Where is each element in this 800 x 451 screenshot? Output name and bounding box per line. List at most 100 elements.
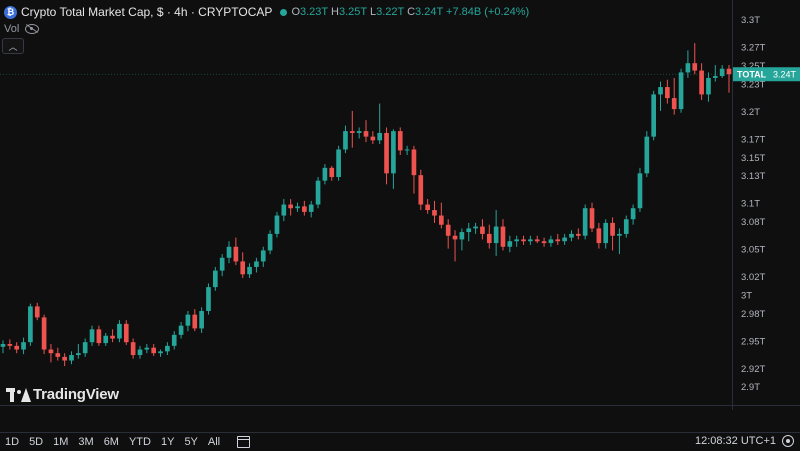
candle-body (240, 261, 246, 275)
price-tick-label: 3.27T (741, 43, 765, 54)
price-tick-label: 3.23T (741, 79, 765, 90)
candle-body (712, 76, 718, 78)
chart-area[interactable]: 3.3T 3.27T 3.25T 3.23T 3.2T 3.17T 3.15T 3.13T 3.… (0, 0, 800, 432)
range-button-6m[interactable]: 6M (103, 436, 119, 448)
range-button-5y[interactable]: 5Y (184, 436, 198, 448)
candle-body (466, 228, 472, 233)
candle-body (14, 345, 20, 350)
candle-body (439, 215, 444, 225)
candle-body (500, 226, 506, 247)
candle-body (514, 239, 520, 242)
candle-body (651, 94, 656, 137)
candle-body (363, 131, 369, 137)
candle-body (315, 180, 321, 205)
candle-body (199, 310, 204, 329)
candle-body (69, 355, 74, 361)
candle-body (699, 70, 704, 95)
open-value: 3.23T (300, 6, 328, 18)
candle-body (110, 335, 115, 339)
candle-body (534, 239, 540, 242)
candle-body (212, 270, 218, 288)
range-button-1d[interactable]: 1D (5, 436, 20, 448)
bottom-right-group: 12:08:32 UTC+1 (695, 435, 794, 447)
candle-body (575, 233, 581, 236)
candle-body (603, 222, 609, 244)
price-tick-label: 3.08T (741, 217, 765, 228)
candle-body (48, 349, 54, 354)
candlestick-chart[interactable]: 3.3T 3.27T 3.25T 3.23T 3.2T 3.17T 3.15T 3.13T 3.… (0, 0, 800, 432)
candle-body (7, 344, 13, 346)
market-status-dot-icon (280, 8, 288, 16)
candle-body (404, 149, 410, 151)
candle-body (28, 306, 33, 343)
candle-body (521, 239, 526, 242)
candle-body (692, 63, 698, 71)
candle-body (658, 87, 663, 95)
candle-body (678, 72, 684, 110)
candle-body (158, 351, 163, 354)
calendar-icon[interactable] (237, 436, 251, 448)
candle-body (555, 239, 561, 242)
candle-body (302, 206, 307, 212)
symbol-tag-label: TOTAL (737, 70, 767, 80)
candle-body (34, 306, 40, 318)
gear-icon[interactable] (782, 435, 794, 447)
price-tick-label: 2.9T (741, 382, 760, 393)
candle-body (219, 257, 225, 271)
tradingview-wordmark: TradingView (33, 386, 119, 403)
candle-body (295, 206, 300, 209)
bottom-toolbar: 1D 5D 1M 3M 6M YTD 1Y 5Y All 12:08:32 UT… (0, 432, 800, 451)
price-tick-label: 3.3T (741, 15, 760, 26)
candle-body (582, 208, 588, 236)
ohlc-values: O3.23T H3.25T L3.22T C3.24T +7.84B (+0.2… (291, 6, 529, 18)
candle-body (260, 250, 266, 262)
candle-body (329, 167, 335, 178)
price-tick-label: 3.25T (741, 61, 765, 72)
candle-body (130, 342, 136, 356)
candle-body (274, 215, 280, 234)
symbol-title[interactable]: Crypto Total Market Cap, $ · 4h · CRYPTO… (21, 5, 273, 19)
range-button-5d[interactable]: 5D (29, 436, 44, 448)
candle-body (171, 334, 177, 346)
range-button-all[interactable]: All (207, 436, 221, 448)
price-tick-label: 3.13T (741, 171, 765, 182)
price-tick-label: 2.98T (741, 309, 765, 320)
range-button-1y[interactable]: 1Y (160, 436, 175, 448)
range-button-ytd[interactable]: YTD (128, 436, 151, 448)
collapse-legend-button[interactable]: ︿ (2, 38, 24, 54)
volume-row: Vol (4, 23, 40, 35)
candle-body (322, 167, 328, 181)
price-tick-label: 3.2T (741, 107, 760, 118)
high-label: H (331, 6, 339, 18)
tradingview-logo[interactable]: TradingView (6, 386, 119, 403)
price-tick-label: 3.05T (741, 245, 765, 256)
candle-body (569, 233, 574, 238)
candle-body (41, 317, 47, 350)
chevron-up-icon: ︿ (8, 41, 18, 52)
volume-label[interactable]: Vol (4, 23, 20, 35)
utc-clock[interactable]: 12:08:32 UTC+1 (694, 435, 776, 447)
range-button-3m[interactable]: 3M (78, 436, 94, 448)
candle-body (644, 136, 650, 174)
candle-body (432, 210, 437, 216)
open-label: O (291, 6, 300, 18)
bitcoin-logo-icon[interactable]: ₿ (4, 5, 17, 19)
symbol-tag-background (733, 67, 770, 82)
high-value: 3.25T (338, 6, 367, 18)
current-price-label: 3.24T (773, 70, 797, 80)
candle-body (473, 226, 478, 229)
candle-body (726, 68, 732, 75)
candle-body (226, 246, 232, 258)
candle-body (617, 233, 622, 236)
range-button-1m[interactable]: 1M (53, 436, 69, 448)
candle-body (637, 173, 643, 209)
candle-body (185, 314, 191, 326)
symbol-legend: ₿ Crypto Total Market Cap, $ · 4h · CRYP… (4, 4, 529, 20)
eye-hidden-icon[interactable] (25, 24, 40, 34)
price-tick-label: 3T (741, 290, 752, 301)
candle-body (137, 349, 143, 356)
candle-body (76, 353, 81, 356)
current-price-background (770, 67, 800, 82)
low-label: L (369, 6, 377, 18)
candle-body (459, 232, 465, 240)
